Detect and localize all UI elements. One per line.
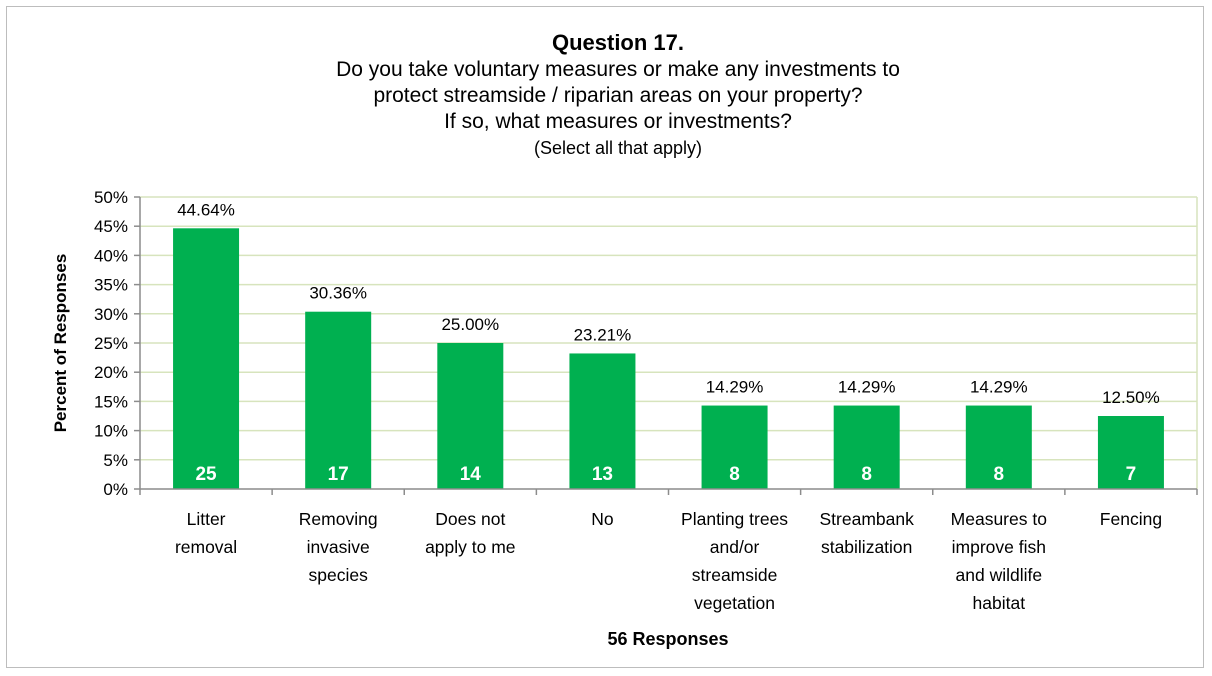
- bar-count-label: 8: [994, 464, 1005, 485]
- bar: [701, 405, 768, 489]
- bar: [1097, 416, 1164, 489]
- bar: [569, 353, 636, 489]
- x-category-label: Streambank stabilization: [820, 509, 915, 557]
- bar: [173, 228, 240, 489]
- y-tick-label: 15%: [94, 392, 128, 411]
- x-category-label: Measures to improve fish and wildlife habit…: [951, 509, 1047, 613]
- x-category-label-line: improve fish: [952, 537, 1046, 557]
- x-category-label-line: Does not: [435, 509, 505, 529]
- bar-count-label: 13: [592, 464, 613, 485]
- bar-count-label: 25: [195, 464, 217, 485]
- bar-value-label: 14.29%: [838, 378, 896, 397]
- y-tick-label: 45%: [94, 217, 128, 236]
- y-tick-label: 35%: [94, 276, 128, 295]
- bar-value-label: 14.29%: [970, 378, 1028, 397]
- chart-note: (Select all that apply): [533, 138, 703, 158]
- bar-count-label: 14: [460, 464, 482, 485]
- x-category-label: Removing invasive species: [299, 509, 378, 585]
- x-category-label: Litter removal: [175, 509, 237, 557]
- bar: [305, 311, 372, 489]
- y-tick-label: 25%: [94, 334, 128, 353]
- bar-count-label: 7: [1126, 464, 1137, 485]
- y-tick-label: 30%: [94, 305, 128, 324]
- y-tick-label: 40%: [94, 246, 128, 265]
- bar: [437, 343, 504, 489]
- bar-count-label: 8: [861, 464, 872, 485]
- x-category-label-line: invasive: [307, 537, 370, 557]
- y-tick-label: 50%: [94, 188, 128, 207]
- bar: [965, 405, 1032, 489]
- bar-value-label: 44.64%: [177, 200, 235, 219]
- y-tick-label: 20%: [94, 363, 128, 382]
- bar-value-label: 23.21%: [574, 325, 632, 344]
- x-category-label-line: species: [309, 565, 369, 585]
- axes: 0% 5% 10% 15% 20% 25% 30% 35% 40% 45% 50% Litter rem…: [94, 188, 1198, 613]
- x-category-label-line: and wildlife: [956, 565, 1043, 585]
- x-category-label-line: Removing: [299, 509, 378, 529]
- bar-value-label: 12.50%: [1102, 388, 1160, 407]
- x-axis-label: 56 Responses: [607, 629, 728, 649]
- x-category-label-line: Streambank: [820, 509, 915, 529]
- x-category-label: No: [591, 509, 613, 529]
- x-category-label-line: Planting trees: [681, 509, 788, 529]
- x-category-label: Fencing: [1100, 509, 1162, 529]
- x-category-label-line: streamside: [692, 565, 778, 585]
- bar-count-label: 17: [328, 464, 349, 485]
- chart-title: Question 17.: [551, 30, 685, 55]
- x-category-label-line: Measures to: [951, 509, 1047, 529]
- x-category-label-line: vegetation: [694, 593, 775, 613]
- y-tick-label: 10%: [94, 422, 128, 441]
- x-category-label: Does not apply to me: [425, 509, 515, 557]
- x-category-label-line: Litter: [187, 509, 226, 529]
- chart-title-block: Question 17. Do you take voluntary measu…: [7, 29, 1212, 161]
- x-category-label-line: and/or: [710, 537, 760, 557]
- x-category-label-line: habitat: [973, 593, 1026, 613]
- x-category-label-line: No: [591, 509, 613, 529]
- chart-subtitle-line-1: Do you take voluntary measures or make a…: [336, 58, 900, 81]
- chart-subtitle-line-3: If so, what measures or investments?: [444, 110, 792, 133]
- bar: [833, 405, 900, 489]
- gridlines: [140, 196, 1198, 489]
- y-axis-label: Percent of Responses: [51, 254, 70, 433]
- x-category-label-line: stabilization: [821, 537, 912, 557]
- x-category-label-line: apply to me: [425, 537, 515, 557]
- chart-subtitle-line-2: protect streamside / riparian areas on y…: [373, 84, 863, 107]
- y-tick-label: 5%: [103, 451, 128, 470]
- x-category-label-line: Fencing: [1100, 509, 1162, 529]
- y-tick-label: 0%: [103, 480, 128, 499]
- bars: 44.64% 25 30.36% 17 25.00% 14 23.21% 13 14.29% 8 1…: [173, 200, 1164, 489]
- x-category-label: Planting trees and/or streamside vegetation: [681, 509, 788, 613]
- bar-value-label: 14.29%: [706, 378, 764, 397]
- bar-count-label: 8: [729, 464, 740, 485]
- bar-value-label: 30.36%: [309, 284, 367, 303]
- bar-value-label: 25.00%: [441, 315, 499, 334]
- x-category-label-line: removal: [175, 537, 237, 557]
